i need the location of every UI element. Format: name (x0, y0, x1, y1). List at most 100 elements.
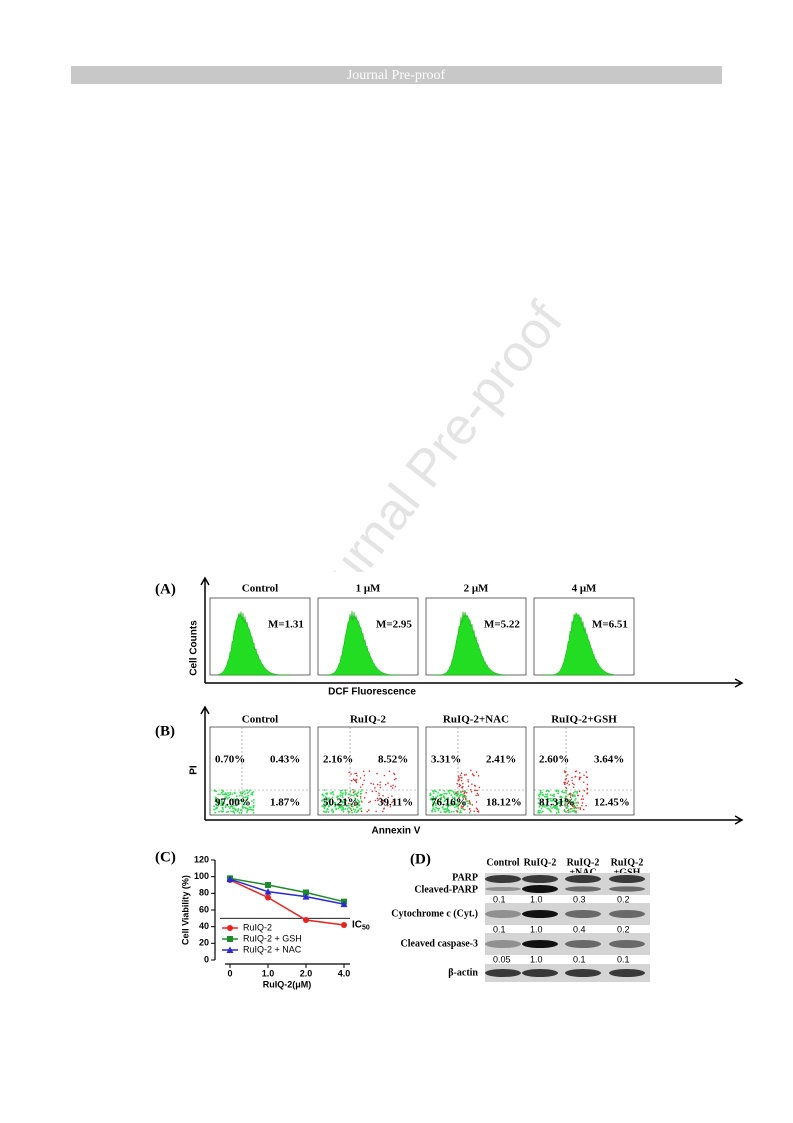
event-dot (220, 802, 223, 805)
event-dot (568, 798, 571, 801)
event-dot (349, 803, 352, 805)
event-dot (443, 797, 446, 800)
event-dot (586, 792, 589, 794)
event-dot (557, 792, 559, 795)
event-dot (442, 808, 445, 810)
event-dot (219, 798, 221, 801)
event-dot (460, 805, 463, 807)
band-value: 1.0 (530, 954, 543, 964)
event-dot (221, 791, 223, 794)
event-dot (368, 770, 371, 772)
blot-band (485, 886, 521, 892)
event-dot (234, 800, 237, 802)
event-dot (395, 777, 397, 780)
event-dot (251, 808, 254, 811)
event-dot (217, 801, 219, 804)
event-dot (475, 771, 478, 773)
marker (303, 917, 309, 923)
event-dot (467, 779, 469, 781)
event-dot (378, 792, 380, 795)
quadrant-value: 39.11% (378, 797, 413, 809)
event-dot (559, 805, 562, 808)
event-dot (355, 778, 358, 781)
event-dot (218, 802, 220, 805)
event-dot (461, 807, 464, 810)
y-tick-label: 100 (194, 871, 209, 881)
event-dot (461, 787, 464, 789)
blot-band (522, 969, 558, 977)
event-dot (582, 808, 585, 811)
event-dot (321, 799, 323, 802)
event-dot (460, 772, 463, 775)
event-dot (342, 808, 345, 811)
event-dot (353, 810, 356, 813)
event-dot (572, 803, 575, 806)
event-dot (573, 802, 576, 805)
event-dot (569, 803, 572, 805)
event-dot (437, 809, 440, 812)
event-dot (356, 795, 359, 797)
event-dot (231, 793, 234, 796)
event-dot (447, 790, 450, 793)
event-dot (245, 803, 248, 806)
marker (303, 889, 309, 896)
quadrant-value: 2.41% (486, 754, 516, 766)
panel-label: (A) (155, 581, 176, 597)
event-dot (549, 797, 552, 800)
event-dot (538, 795, 541, 798)
event-dot (337, 807, 340, 810)
event-dot (224, 806, 227, 809)
event-dot (235, 798, 238, 801)
reference-label: IC50 (352, 919, 370, 931)
event-dot (476, 792, 479, 795)
event-dot (379, 786, 382, 789)
event-dot (228, 807, 231, 810)
event-dot (570, 801, 573, 804)
event-dot (353, 804, 356, 807)
blot-band (609, 875, 645, 883)
event-dot (361, 789, 363, 792)
event-dot (325, 810, 328, 813)
event-dot (583, 790, 586, 792)
event-dot (450, 794, 453, 797)
quadrant-value: 8.52% (378, 754, 408, 766)
event-dot (346, 808, 349, 810)
event-dot (458, 797, 460, 799)
event-dot (347, 811, 350, 814)
event-dot (344, 808, 347, 810)
event-dot (429, 798, 432, 801)
event-dot (556, 808, 558, 811)
event-dot (439, 798, 442, 801)
event-dot (580, 798, 583, 800)
event-dot (431, 799, 434, 802)
event-dot (540, 807, 543, 810)
event-dot (359, 786, 362, 788)
event-dot (445, 792, 447, 795)
event-dot (332, 793, 335, 796)
event-dot (251, 800, 253, 802)
event-dot (340, 809, 343, 811)
event-dot (347, 802, 350, 805)
event-dot (363, 774, 366, 777)
event-dot (574, 790, 577, 793)
event-dot (229, 805, 232, 808)
event-dot (327, 798, 330, 800)
marker (340, 900, 348, 908)
event-dot (238, 794, 241, 797)
event-dot (475, 794, 477, 797)
event-dot (444, 808, 447, 810)
blot-band (565, 969, 601, 977)
event-dot (555, 812, 558, 814)
event-dot (564, 797, 567, 800)
event-dot (572, 800, 575, 803)
event-dot (557, 810, 560, 813)
event-dot (383, 774, 386, 777)
event-dot (435, 790, 438, 793)
event-dot (340, 807, 342, 809)
event-dot (456, 804, 458, 807)
event-dot (569, 792, 572, 795)
header-bar (71, 66, 722, 84)
event-dot (541, 810, 544, 813)
event-dot (375, 790, 378, 793)
event-dot (554, 800, 556, 803)
